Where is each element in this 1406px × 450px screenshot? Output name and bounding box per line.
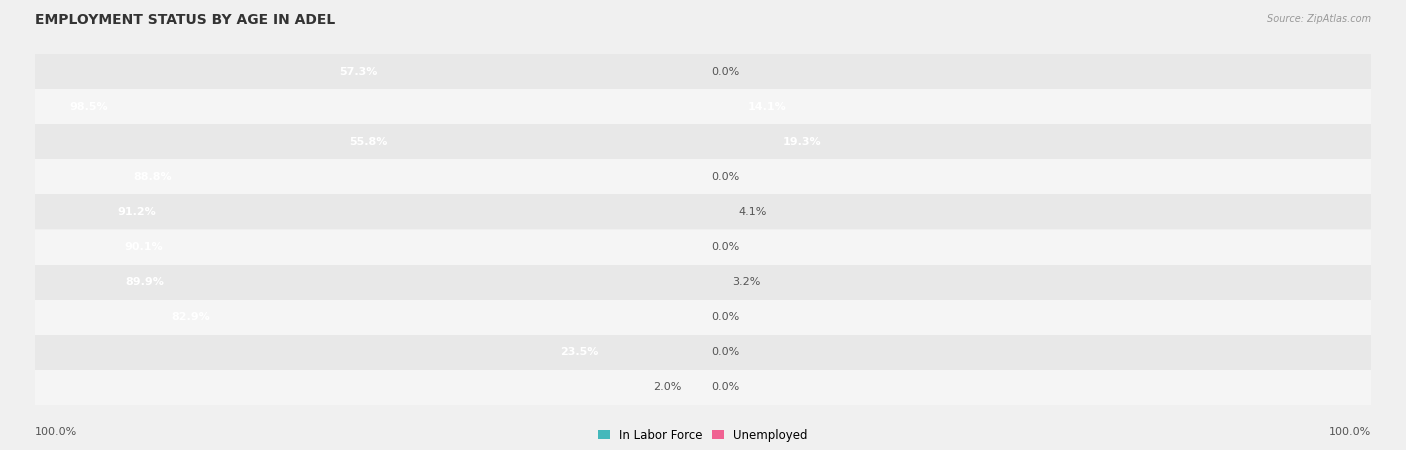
FancyBboxPatch shape — [115, 272, 703, 292]
Legend: In Labor Force, Unemployed: In Labor Force, Unemployed — [598, 429, 808, 442]
FancyBboxPatch shape — [703, 96, 796, 117]
Text: 98.5%: 98.5% — [69, 102, 108, 112]
Text: 88.8%: 88.8% — [134, 172, 172, 182]
Text: 90.1%: 90.1% — [125, 242, 163, 252]
Text: 4.1%: 4.1% — [738, 207, 766, 217]
Text: 65 to 74 Years: 65 to 74 Years — [664, 347, 742, 357]
FancyBboxPatch shape — [628, 271, 778, 293]
FancyBboxPatch shape — [114, 237, 703, 257]
FancyBboxPatch shape — [703, 272, 724, 292]
FancyBboxPatch shape — [328, 61, 703, 82]
Text: 0.0%: 0.0% — [711, 347, 740, 357]
Text: 91.2%: 91.2% — [117, 207, 156, 217]
FancyBboxPatch shape — [160, 307, 703, 328]
Text: 2.0%: 2.0% — [654, 382, 682, 392]
Text: 0.0%: 0.0% — [711, 382, 740, 392]
Text: 30 to 34 Years: 30 to 34 Years — [664, 172, 742, 182]
Text: 55.8%: 55.8% — [349, 137, 388, 147]
FancyBboxPatch shape — [628, 377, 778, 398]
FancyBboxPatch shape — [122, 166, 703, 187]
Text: 20 to 24 Years: 20 to 24 Years — [664, 102, 742, 112]
FancyBboxPatch shape — [58, 96, 703, 117]
FancyBboxPatch shape — [703, 202, 730, 222]
Text: 57.3%: 57.3% — [339, 67, 378, 76]
FancyBboxPatch shape — [628, 342, 778, 363]
Text: 19.3%: 19.3% — [782, 137, 821, 147]
Text: 75 Years and over: 75 Years and over — [652, 382, 754, 392]
FancyBboxPatch shape — [628, 61, 778, 82]
Text: 100.0%: 100.0% — [1329, 427, 1371, 437]
FancyBboxPatch shape — [628, 166, 778, 188]
Text: 0.0%: 0.0% — [711, 67, 740, 76]
Text: 89.9%: 89.9% — [127, 277, 165, 287]
FancyBboxPatch shape — [550, 342, 703, 363]
Text: 25 to 29 Years: 25 to 29 Years — [664, 137, 742, 147]
Text: 82.9%: 82.9% — [172, 312, 211, 322]
Text: 23.5%: 23.5% — [561, 347, 599, 357]
Text: 55 to 59 Years: 55 to 59 Years — [664, 277, 742, 287]
FancyBboxPatch shape — [628, 236, 778, 258]
FancyBboxPatch shape — [628, 306, 778, 328]
Text: EMPLOYMENT STATUS BY AGE IN ADEL: EMPLOYMENT STATUS BY AGE IN ADEL — [35, 14, 336, 27]
FancyBboxPatch shape — [628, 96, 778, 117]
Text: 16 to 19 Years: 16 to 19 Years — [664, 67, 742, 76]
FancyBboxPatch shape — [628, 131, 778, 153]
Text: Source: ZipAtlas.com: Source: ZipAtlas.com — [1267, 14, 1371, 23]
Text: 14.1%: 14.1% — [748, 102, 787, 112]
FancyBboxPatch shape — [703, 131, 830, 152]
Text: 0.0%: 0.0% — [711, 242, 740, 252]
FancyBboxPatch shape — [105, 202, 703, 222]
Text: 0.0%: 0.0% — [711, 312, 740, 322]
FancyBboxPatch shape — [690, 377, 703, 398]
Text: 60 to 64 Years: 60 to 64 Years — [664, 312, 742, 322]
FancyBboxPatch shape — [337, 131, 703, 152]
Text: 3.2%: 3.2% — [733, 277, 761, 287]
Text: 100.0%: 100.0% — [35, 427, 77, 437]
Text: 45 to 54 Years: 45 to 54 Years — [664, 242, 742, 252]
FancyBboxPatch shape — [628, 201, 778, 223]
Text: 0.0%: 0.0% — [711, 172, 740, 182]
Text: 35 to 44 Years: 35 to 44 Years — [664, 207, 742, 217]
